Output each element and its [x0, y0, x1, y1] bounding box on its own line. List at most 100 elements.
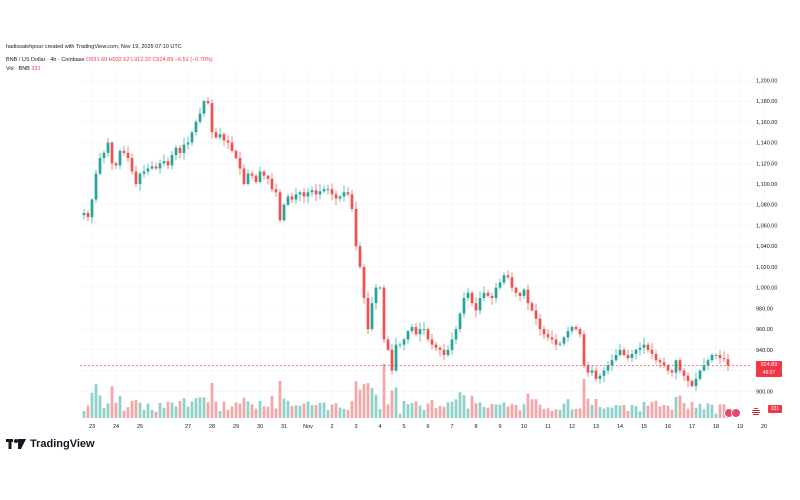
candle-body — [378, 287, 382, 289]
x-tick-label: 12 — [569, 424, 575, 430]
candle-body — [498, 282, 502, 288]
volume-bar — [538, 404, 542, 418]
candle-body — [426, 329, 430, 340]
candle-body — [110, 142, 114, 164]
candle-body — [590, 370, 594, 373]
volume-bar — [658, 406, 662, 418]
volume-bar — [594, 398, 598, 418]
volume-bar — [546, 408, 550, 418]
candle-body — [562, 337, 566, 344]
candle-body — [670, 370, 674, 373]
x-tick-label: 17 — [689, 424, 695, 430]
volume-bar — [662, 404, 666, 418]
candle-body — [198, 113, 202, 122]
candle-body — [358, 246, 362, 267]
candle-body — [470, 292, 474, 304]
candle-body — [718, 355, 722, 359]
candle-body — [438, 347, 442, 350]
x-tick-label: 5 — [402, 424, 405, 430]
volume-bar — [374, 394, 378, 418]
candle-body — [390, 349, 394, 371]
candle-body — [370, 303, 374, 330]
volume-bar — [406, 404, 410, 418]
volume-bar — [606, 407, 610, 418]
volume-bar — [434, 408, 438, 418]
candle-body — [106, 142, 110, 153]
us-flag-icon[interactable] — [752, 408, 760, 416]
candle-body — [294, 194, 298, 200]
volume-bar — [634, 406, 638, 418]
candle-body — [674, 360, 678, 373]
volume-bar — [170, 402, 174, 418]
candle-body — [118, 150, 122, 166]
x-tick-label: 4 — [378, 424, 381, 430]
candle-body — [150, 166, 154, 169]
volume-bar — [318, 403, 322, 418]
candle-body — [706, 360, 710, 366]
y-tick-label: 1,160.00 — [756, 120, 777, 126]
tradingview-logo[interactable]: TradingView — [6, 438, 95, 450]
volume-bar — [370, 388, 374, 418]
candle-body — [510, 277, 514, 288]
volume-bar — [366, 383, 370, 418]
volume-bar — [134, 399, 138, 418]
x-tick-label: Nov — [303, 424, 313, 430]
volume-bar — [118, 395, 122, 418]
volume-bar — [574, 408, 578, 418]
volume-bar — [250, 404, 254, 418]
candle-body — [90, 199, 94, 218]
candle-body — [518, 292, 522, 296]
x-tick-label: 24 — [113, 424, 119, 430]
volume-bar — [414, 401, 418, 418]
candle-body — [430, 339, 434, 345]
volume-bar — [150, 409, 154, 418]
event-flag-icon[interactable] — [731, 408, 741, 418]
candle-body — [542, 329, 546, 335]
volume-bar — [638, 411, 642, 418]
volume-bar — [490, 404, 494, 418]
volume-label[interactable]: Vol · BNB — [6, 66, 30, 72]
volume-bar — [242, 397, 246, 418]
volume-bar — [290, 405, 294, 418]
volume-bar — [274, 408, 278, 418]
volume-bar — [686, 408, 690, 418]
candle-body — [170, 154, 174, 166]
volume-bar — [554, 409, 558, 418]
volume-bar — [322, 402, 326, 418]
volume-bar — [422, 409, 426, 418]
candle-body — [302, 192, 306, 197]
candle-body — [322, 189, 326, 192]
candle-body — [598, 375, 602, 379]
volume-bar — [358, 389, 362, 418]
volume-bar — [122, 410, 126, 418]
volume-bar — [498, 404, 502, 418]
y-tick-label: 1,000.00 — [756, 286, 777, 292]
candle-body — [630, 353, 634, 359]
volume-bar — [622, 404, 626, 418]
candle-body — [346, 192, 350, 195]
candle-body — [218, 134, 222, 138]
volume-bar — [286, 400, 290, 418]
symbol-name[interactable]: BNB / US Dollar · 4h · Coinbase — [6, 57, 85, 63]
volume-bar — [682, 403, 686, 418]
candle-body — [690, 380, 694, 387]
volume-bar — [230, 406, 234, 418]
y-tick-label: 900.00 — [756, 389, 773, 395]
volume-bar — [226, 409, 230, 418]
volume-tag: 331 — [768, 405, 782, 413]
candle-body — [582, 334, 586, 366]
candle-body — [122, 150, 126, 153]
volume-bar — [478, 402, 482, 418]
volume-bar — [294, 405, 298, 418]
volume-bar — [174, 406, 178, 418]
candle-body — [206, 101, 210, 104]
volume-bar — [446, 402, 450, 418]
candle-body — [186, 142, 190, 145]
candle-body — [666, 365, 670, 371]
candle-body — [526, 289, 530, 304]
candle-body — [362, 266, 366, 298]
volume-bar — [146, 403, 150, 418]
volume-bar — [694, 407, 698, 418]
candle-body — [490, 295, 494, 298]
